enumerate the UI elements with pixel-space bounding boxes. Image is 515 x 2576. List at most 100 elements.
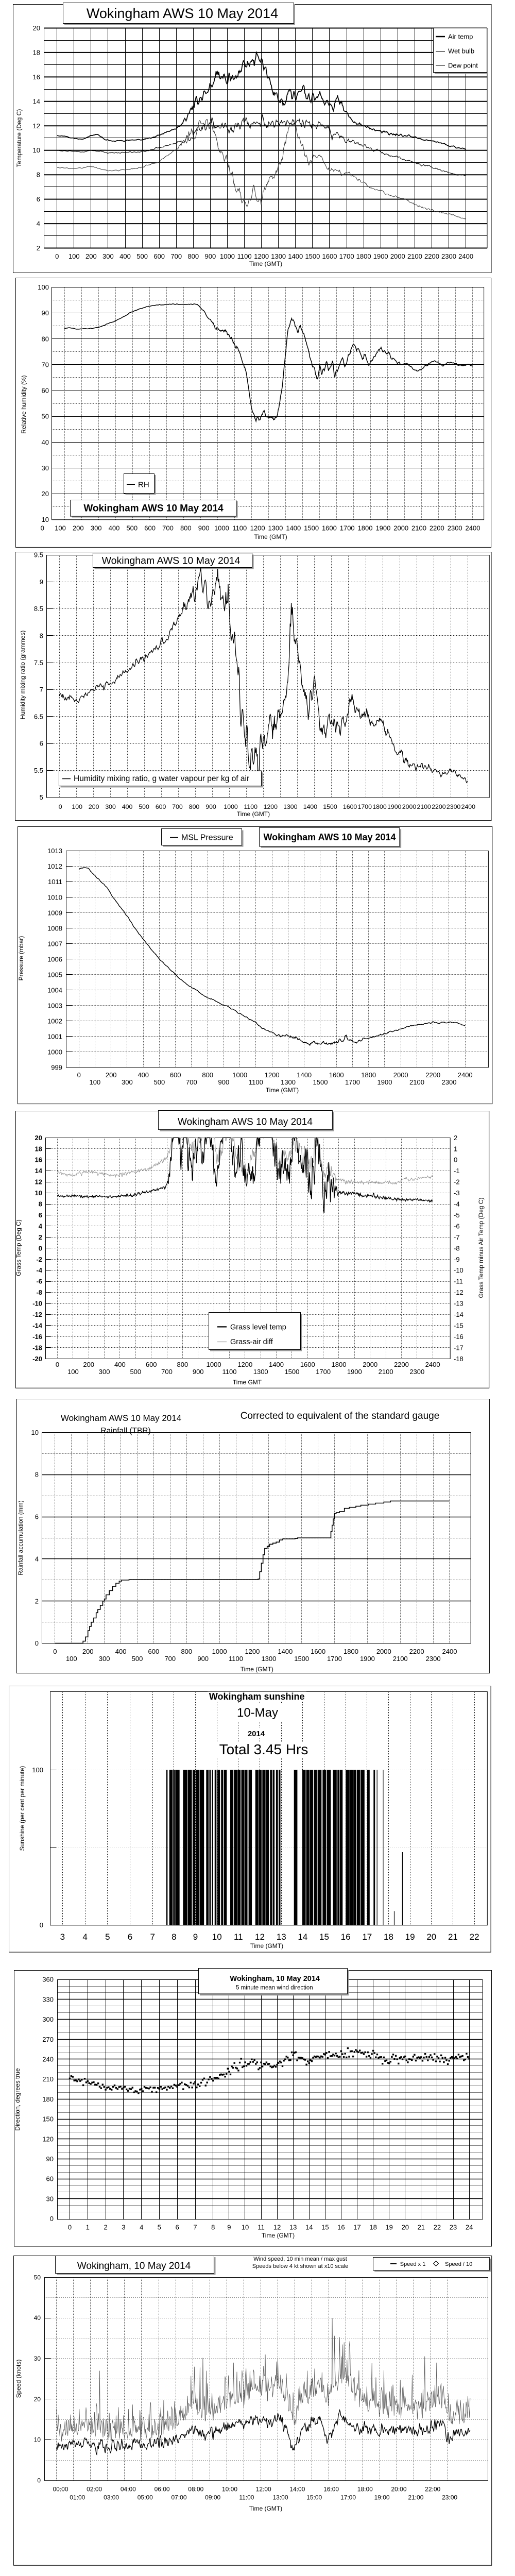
svg-text:19:00: 19:00 (374, 2494, 390, 2501)
svg-text:2: 2 (104, 2224, 107, 2231)
svg-text:300: 300 (105, 803, 116, 810)
svg-text:09:00: 09:00 (205, 2494, 220, 2501)
svg-text:20: 20 (402, 2224, 409, 2231)
svg-text:5: 5 (40, 793, 43, 801)
svg-text:10: 10 (242, 2224, 249, 2231)
svg-text:8: 8 (37, 171, 40, 179)
svg-text:2300: 2300 (441, 252, 456, 260)
svg-text:1800: 1800 (344, 1648, 358, 1655)
svg-text:16: 16 (33, 73, 40, 81)
svg-text:2300: 2300 (426, 1655, 441, 1663)
svg-text:21:00: 21:00 (408, 2494, 423, 2501)
svg-text:500: 500 (154, 1078, 165, 1086)
svg-text:300: 300 (42, 2015, 54, 2023)
svg-text:800: 800 (202, 1071, 213, 1079)
svg-text:2400: 2400 (461, 803, 476, 810)
svg-text:1700: 1700 (340, 524, 355, 532)
svg-text:0: 0 (35, 1639, 39, 1647)
svg-text:3: 3 (122, 2224, 125, 2231)
svg-text:-10: -10 (32, 1300, 42, 1308)
svg-text:270: 270 (42, 2036, 54, 2043)
svg-text:-4: -4 (36, 1266, 42, 1274)
svg-text:50: 50 (34, 2274, 41, 2281)
svg-text:900: 900 (205, 252, 216, 260)
svg-text:05:00: 05:00 (138, 2494, 153, 2501)
svg-text:100: 100 (38, 283, 49, 291)
svg-text:Total 3.45 Hrs: Total 3.45 Hrs (219, 1741, 308, 1757)
svg-text:-13: -13 (454, 1300, 464, 1308)
svg-text:13: 13 (277, 1932, 286, 1942)
svg-text:20: 20 (426, 1932, 436, 1942)
svg-text:240: 240 (42, 2056, 54, 2063)
svg-text:20: 20 (35, 1134, 42, 1142)
svg-text:11:00: 11:00 (239, 2494, 254, 2501)
svg-text:5: 5 (158, 2224, 161, 2231)
svg-text:5 minute mean wind direction: 5 minute mean wind direction (236, 1985, 313, 1991)
svg-text:9: 9 (193, 1932, 198, 1942)
svg-text:400: 400 (109, 524, 120, 532)
svg-text:-16: -16 (32, 1333, 42, 1341)
svg-text:-12: -12 (32, 1311, 42, 1318)
svg-text:2: 2 (37, 244, 40, 252)
svg-text:17: 17 (353, 2224, 360, 2231)
svg-text:2300: 2300 (409, 1368, 424, 1376)
svg-text:-8: -8 (454, 1244, 460, 1252)
svg-text:8: 8 (40, 632, 43, 640)
svg-text:100: 100 (32, 1766, 43, 1774)
svg-text:600: 600 (170, 1071, 181, 1079)
svg-text:60: 60 (46, 2175, 54, 2183)
svg-text:06:00: 06:00 (154, 2486, 170, 2493)
svg-text:600: 600 (153, 252, 165, 260)
svg-text:2000: 2000 (393, 1071, 408, 1079)
svg-text:1200: 1200 (245, 1648, 260, 1655)
svg-text:11: 11 (234, 1932, 243, 1942)
svg-text:Time (GMT): Time (GMT) (250, 1942, 283, 1950)
svg-text:700: 700 (172, 803, 183, 810)
svg-text:210: 210 (42, 2075, 54, 2083)
svg-text:1900: 1900 (377, 1078, 392, 1086)
svg-text:16: 16 (341, 1932, 351, 1942)
svg-text:Wokingham AWS 10 May 2014: Wokingham AWS 10 May 2014 (102, 555, 241, 567)
svg-text:1300: 1300 (283, 803, 298, 810)
svg-text:10-May: 10-May (237, 1706, 278, 1720)
svg-text:-17: -17 (454, 1344, 464, 1351)
svg-text:4: 4 (140, 2224, 143, 2231)
svg-text:-18: -18 (32, 1344, 42, 1351)
svg-text:600: 600 (146, 1361, 157, 1368)
svg-text:Speed / 10: Speed / 10 (445, 2261, 472, 2267)
svg-text:1006: 1006 (47, 955, 62, 963)
svg-text:Grass Temp (Deg C): Grass Temp (Deg C) (15, 1219, 22, 1276)
svg-text:8: 8 (171, 1932, 176, 1942)
svg-text:700: 700 (186, 1078, 197, 1086)
svg-text:01:00: 01:00 (70, 2494, 85, 2501)
svg-text:0: 0 (59, 803, 62, 810)
svg-text:1011: 1011 (48, 878, 62, 886)
svg-text:17:00: 17:00 (340, 2494, 356, 2501)
svg-text:20: 20 (33, 24, 40, 32)
svg-text:40: 40 (34, 2314, 41, 2321)
svg-text:10: 10 (42, 516, 49, 523)
svg-text:20: 20 (42, 490, 49, 498)
svg-text:-5: -5 (454, 1211, 460, 1219)
svg-text:14:00: 14:00 (289, 2486, 305, 2493)
svg-text:1004: 1004 (47, 986, 62, 994)
svg-text:1500: 1500 (323, 803, 337, 810)
svg-text:2000: 2000 (402, 803, 417, 810)
svg-text:-11: -11 (454, 1278, 463, 1285)
svg-text:120: 120 (42, 2135, 54, 2143)
svg-text:0: 0 (77, 1071, 81, 1079)
svg-text:07:00: 07:00 (171, 2494, 186, 2501)
svg-text:12: 12 (273, 2224, 281, 2231)
svg-text:2300: 2300 (442, 1078, 457, 1086)
svg-text:Direction, degrees true: Direction, degrees true (14, 2068, 21, 2131)
svg-text:60: 60 (42, 387, 49, 395)
svg-text:300: 300 (99, 1368, 110, 1376)
svg-text:20:00: 20:00 (391, 2486, 406, 2493)
svg-text:Rainfall (TBR): Rainfall (TBR) (100, 1427, 150, 1435)
svg-text:Sunshine (per cent per minute): Sunshine (per cent per minute) (19, 1766, 26, 1851)
svg-text:200: 200 (73, 524, 84, 532)
svg-text:1300: 1300 (268, 524, 283, 532)
svg-text:2100: 2100 (393, 1655, 408, 1663)
svg-text:-20: -20 (32, 1355, 42, 1363)
svg-text:-4: -4 (454, 1200, 460, 1208)
